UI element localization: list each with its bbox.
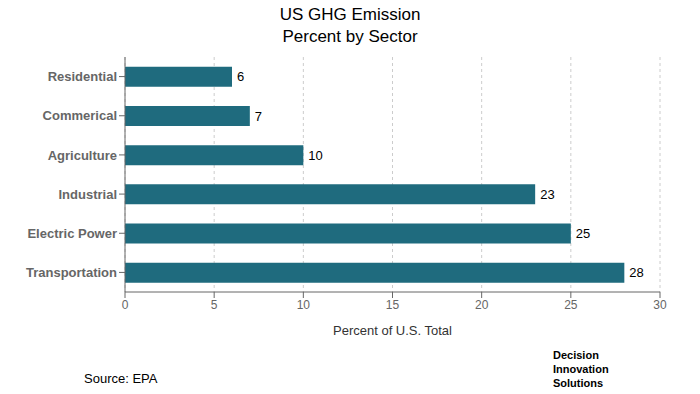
svg-text:Industrial: Industrial <box>58 187 117 202</box>
html-text:Solutions: Solutions <box>553 377 604 389</box>
svg-text:7: 7 <box>255 109 262 124</box>
svg-text:28: 28 <box>629 265 643 280</box>
svg-text:6: 6 <box>237 69 244 84</box>
svg-text:Residential: Residential <box>48 69 117 84</box>
svg-text:25: 25 <box>576 226 590 241</box>
html-text:US GHG Emission: US GHG Emission <box>279 5 421 24</box>
svg-text:10: 10 <box>297 298 311 312</box>
svg-text:Percent of U.S. Total: Percent of U.S. Total <box>333 323 452 338</box>
svg-text:0: 0 <box>122 298 129 312</box>
html-text:Decision: Decision <box>553 349 599 361</box>
html-text:Percent by Sector: Percent by Sector <box>282 27 418 46</box>
svg-text:Electric Power: Electric Power <box>27 226 117 241</box>
svg-text:5: 5 <box>211 298 218 312</box>
svg-text:Transportation: Transportation <box>26 265 117 280</box>
svg-text:10: 10 <box>308 148 322 163</box>
svg-text:25: 25 <box>564 298 578 312</box>
html-text:Source: EPA: Source: EPA <box>84 371 158 386</box>
svg-text:23: 23 <box>540 187 554 202</box>
svg-text:Agriculture: Agriculture <box>48 148 117 163</box>
svg-text:Commerical: Commerical <box>43 108 117 123</box>
svg-text:15: 15 <box>386 298 400 312</box>
html-text:Innovation: Innovation <box>553 363 609 375</box>
svg-text:20: 20 <box>475 298 489 312</box>
svg-text:30: 30 <box>653 298 667 312</box>
